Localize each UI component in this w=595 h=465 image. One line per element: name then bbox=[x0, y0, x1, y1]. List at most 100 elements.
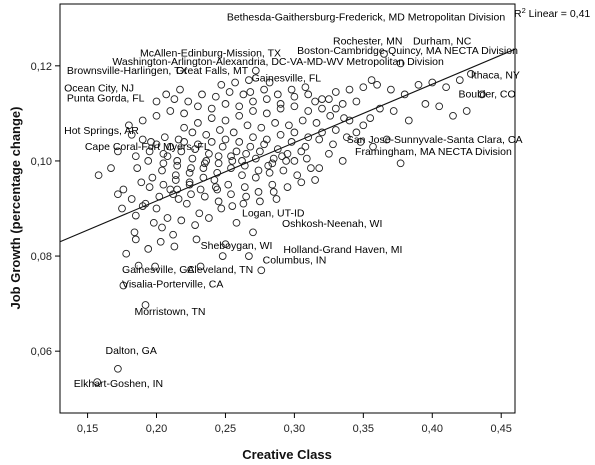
data-point bbox=[396, 159, 405, 168]
data-point bbox=[235, 102, 244, 111]
data-point bbox=[242, 149, 250, 158]
data-point bbox=[114, 190, 122, 199]
x-tick-label: 0,30 bbox=[284, 423, 305, 435]
data-point bbox=[213, 168, 222, 177]
data-point bbox=[235, 138, 244, 146]
data-point bbox=[243, 121, 252, 130]
data-point bbox=[262, 109, 271, 118]
data-point bbox=[268, 180, 277, 189]
data-point bbox=[282, 157, 290, 165]
data-point bbox=[187, 190, 195, 199]
data-point bbox=[276, 104, 285, 113]
data-point bbox=[149, 218, 158, 227]
data-point bbox=[435, 102, 444, 111]
data-point bbox=[227, 190, 235, 199]
data-point bbox=[239, 199, 248, 208]
point-annotation: Framingham, MA NECTA Division bbox=[355, 146, 512, 158]
data-point bbox=[194, 119, 202, 127]
data-point bbox=[331, 104, 340, 113]
data-point bbox=[293, 171, 302, 180]
data-point bbox=[325, 149, 333, 158]
data-point bbox=[245, 76, 253, 84]
point-annotation: Holland-Grand Haven, MI bbox=[283, 244, 402, 256]
data-point bbox=[214, 152, 223, 161]
data-point bbox=[145, 147, 154, 156]
data-point bbox=[462, 107, 471, 115]
data-point bbox=[131, 211, 140, 220]
data-point bbox=[198, 90, 206, 99]
data-point bbox=[352, 97, 361, 106]
data-point bbox=[268, 159, 277, 168]
data-point bbox=[367, 76, 376, 84]
data-point bbox=[273, 90, 282, 99]
data-point bbox=[228, 202, 237, 210]
y-tick-label: 0,06 bbox=[31, 346, 52, 358]
data-point bbox=[138, 116, 147, 125]
data-point bbox=[188, 128, 197, 137]
data-point bbox=[177, 216, 186, 225]
point-annotation: Columbus, IN bbox=[263, 255, 327, 267]
point-annotation: Boston-Cambridge-Quincy, MA NECTA Divisi… bbox=[297, 45, 518, 57]
data-point bbox=[376, 104, 384, 113]
point-annotation: Ocean City, NJ bbox=[64, 83, 134, 95]
data-point bbox=[196, 185, 205, 194]
data-point bbox=[170, 95, 179, 103]
point-annotation: Cape Coral-Fort Myers, FL bbox=[85, 141, 210, 153]
data-point bbox=[304, 133, 313, 142]
point-annotation: Rochester, MN bbox=[333, 35, 402, 47]
data-point bbox=[205, 214, 213, 222]
data-point bbox=[312, 119, 321, 127]
data-point bbox=[114, 364, 122, 373]
data-point bbox=[326, 111, 335, 120]
data-point bbox=[254, 188, 263, 196]
data-point bbox=[151, 262, 159, 271]
data-point bbox=[245, 252, 253, 260]
data-point bbox=[162, 90, 171, 99]
data-point bbox=[192, 235, 201, 244]
data-point bbox=[455, 76, 464, 84]
data-point bbox=[269, 188, 278, 196]
data-point bbox=[171, 171, 180, 180]
data-point bbox=[166, 107, 175, 115]
data-point bbox=[449, 111, 457, 120]
fit-line bbox=[59, 48, 516, 243]
data-point bbox=[169, 230, 177, 239]
data-point bbox=[200, 159, 209, 168]
data-point bbox=[180, 109, 188, 118]
data-point bbox=[352, 128, 361, 137]
data-point bbox=[221, 100, 230, 108]
data-point bbox=[232, 147, 241, 156]
data-point bbox=[141, 301, 150, 309]
data-point bbox=[221, 135, 230, 144]
point-annotation: Boulder, CO bbox=[458, 89, 515, 101]
data-point bbox=[217, 204, 226, 213]
data-point bbox=[94, 171, 103, 180]
data-point bbox=[382, 135, 391, 144]
data-point bbox=[338, 157, 347, 165]
data-point bbox=[159, 180, 168, 189]
data-point bbox=[185, 178, 194, 187]
data-point bbox=[169, 190, 177, 199]
data-point bbox=[134, 261, 143, 270]
data-point bbox=[218, 252, 227, 260]
data-point bbox=[176, 85, 184, 94]
data-point bbox=[331, 88, 340, 96]
data-point bbox=[202, 130, 211, 139]
data-point bbox=[159, 159, 168, 168]
point-annotation: Punta Gorda, FL bbox=[67, 92, 145, 104]
point-annotation: Logan, UT-ID bbox=[242, 208, 305, 220]
data-point bbox=[131, 152, 140, 161]
data-point bbox=[369, 142, 377, 151]
data-point bbox=[221, 240, 230, 249]
point-annotation: San Jose-Sunnyvale-Santa Clara, CA bbox=[347, 134, 523, 146]
data-point bbox=[373, 80, 381, 89]
data-point bbox=[185, 168, 194, 177]
data-point bbox=[249, 107, 257, 115]
data-point bbox=[160, 133, 169, 142]
data-point bbox=[137, 178, 146, 187]
data-point bbox=[276, 130, 285, 139]
data-point bbox=[304, 90, 313, 99]
y-tick-label: 0,12 bbox=[31, 61, 52, 73]
data-point bbox=[389, 107, 398, 115]
data-point bbox=[315, 164, 324, 172]
